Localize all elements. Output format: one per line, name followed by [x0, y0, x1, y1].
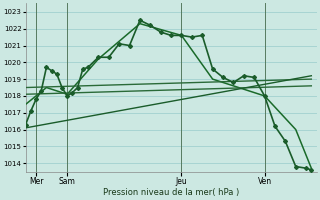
X-axis label: Pression niveau de la mer( hPa ): Pression niveau de la mer( hPa ) [103, 188, 239, 197]
